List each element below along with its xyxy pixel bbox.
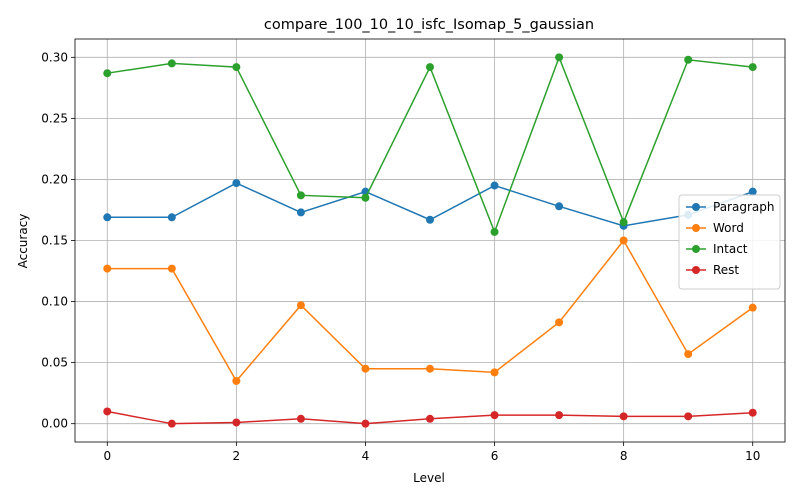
y-tick-label: 0.00 [41,417,68,431]
data-point [748,303,757,312]
series-line [107,55,753,235]
data-point [361,193,370,202]
legend-box [678,194,781,290]
series-rest [103,407,757,428]
series-layer [103,53,757,428]
x-tick-label: 6 [491,449,499,463]
legend: Paragraph Word Intact Rest [678,194,781,290]
data-point [103,213,112,222]
data-point [490,411,499,420]
legend-label: Paragraph [713,200,774,214]
data-point [296,208,305,217]
legend-marker [692,245,700,253]
data-point [296,414,305,423]
data-point [619,218,628,227]
data-point [232,179,241,188]
data-point [490,368,499,377]
data-point [748,63,757,72]
data-point [167,419,176,428]
data-point [555,202,564,211]
data-point [103,264,112,273]
data-point [232,418,241,427]
data-point [619,236,628,245]
y-tick-label: 0.05 [41,356,68,370]
y-tick-label: 0.10 [41,295,68,309]
legend-item-intact: Intact [686,242,748,256]
data-point [555,318,564,327]
y-tick-label: 0.20 [41,172,68,186]
legend-item-paragraph: Paragraph [686,200,774,214]
data-point [684,412,693,421]
data-point [361,419,370,428]
data-point [167,59,176,68]
series-line [107,239,754,383]
data-point [490,181,499,190]
legend-label: Intact [713,242,748,256]
data-point [426,63,434,72]
x-axis-label: Level [413,471,445,485]
data-point [619,412,628,421]
data-point [296,301,305,310]
series-word [103,236,757,385]
data-point [684,55,693,64]
data-point [426,215,434,224]
data-point [167,213,176,222]
legend-marker [692,224,700,232]
y-tick-label: 0.15 [41,234,68,248]
series-intact [103,53,757,236]
chart-title: compare_100_10_10_isfc_Isomap_5_gaussian [264,17,594,33]
data-point [426,364,434,373]
legend-label: Rest [713,263,739,277]
x-tick-label: 8 [620,449,628,463]
data-point [426,414,434,423]
legend-label: Word [713,221,744,235]
data-point [103,69,112,78]
data-point [555,53,564,62]
data-point [684,350,693,359]
x-tick-label: 2 [233,449,241,463]
y-tick-label: 0.30 [41,50,68,64]
y-tick-label: 0.25 [41,111,68,125]
data-point [167,264,176,273]
legend-marker [692,203,700,211]
data-point [490,227,499,236]
data-point [232,376,241,385]
series-paragraph [103,179,757,230]
data-point [361,364,370,373]
data-point [555,411,564,420]
legend-item-word: Word [686,221,744,235]
data-point [103,407,112,416]
x-tick-label: 4 [362,449,370,463]
data-point [232,63,241,72]
x-tick-label: 0 [103,449,111,463]
x-tick-label: 10 [745,449,760,463]
y-axis-label: Accuracy [16,214,30,269]
data-point [296,191,305,200]
data-point [748,187,757,196]
legend-item-rest: Rest [686,263,739,277]
legend-marker [692,266,700,274]
data-point [748,408,757,417]
axis-ticks: 0 2 4 6 8 10 0.00 0.05 0.10 0.15 0.20 0.25 0.30 [41,50,760,463]
